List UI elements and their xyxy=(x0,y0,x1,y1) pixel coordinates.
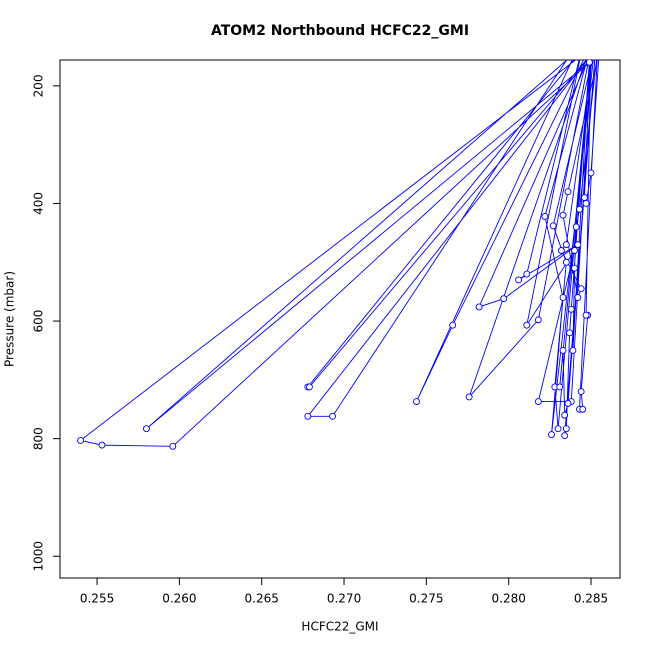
data-point xyxy=(561,411,569,419)
data-point xyxy=(77,436,85,444)
data-point xyxy=(574,294,582,301)
data-point xyxy=(564,399,572,407)
data-point xyxy=(571,247,579,254)
data-point xyxy=(559,347,567,354)
data-point xyxy=(449,321,457,329)
data-point xyxy=(579,405,587,413)
data-point xyxy=(574,241,582,249)
data-point xyxy=(571,264,579,272)
data-point xyxy=(572,223,580,231)
data-point xyxy=(577,388,585,396)
data-point xyxy=(523,270,531,278)
data-point xyxy=(582,311,590,319)
y-tick-label: 400 xyxy=(32,192,46,215)
data-point xyxy=(515,276,523,284)
data-point xyxy=(561,432,569,440)
data-point xyxy=(577,285,585,293)
x-tick-label: 0.285 xyxy=(574,592,608,606)
y-tick-label: 200 xyxy=(32,74,46,97)
x-tick-label: 0.270 xyxy=(327,592,361,606)
data-point xyxy=(548,431,555,438)
data-point xyxy=(304,412,312,420)
data-point xyxy=(169,442,177,450)
data-point xyxy=(587,169,595,177)
data-point xyxy=(475,303,483,311)
data-point xyxy=(562,425,570,433)
data-point xyxy=(557,247,565,254)
data-point xyxy=(562,258,570,266)
data-point xyxy=(585,60,593,66)
y-tick-label: 600 xyxy=(32,310,46,333)
data-point xyxy=(534,398,542,406)
data-point xyxy=(329,412,336,420)
data-point xyxy=(559,294,567,301)
data-point xyxy=(500,295,508,303)
data-point xyxy=(564,188,572,196)
plot-area xyxy=(77,60,600,450)
data-point xyxy=(554,425,562,433)
data-point xyxy=(582,200,590,207)
data-point xyxy=(559,211,567,219)
plot-frame xyxy=(59,59,621,579)
data-point xyxy=(534,316,542,324)
data-point xyxy=(569,347,577,354)
data-point xyxy=(523,321,531,329)
data-point xyxy=(556,383,564,391)
data-point xyxy=(580,194,588,202)
y-tick-label: 800 xyxy=(32,427,46,450)
data-point xyxy=(465,393,473,401)
y-tick-label: 1000 xyxy=(32,541,46,572)
data-point xyxy=(413,398,420,406)
data-point xyxy=(576,205,583,213)
x-axis-label: HCFC22_GMI xyxy=(301,620,378,634)
y-axis-label: Pressure (mbar) xyxy=(3,271,17,367)
data-point xyxy=(142,425,150,433)
x-tick-label: 0.265 xyxy=(245,592,279,606)
x-tick-label: 0.275 xyxy=(409,592,443,606)
data-point xyxy=(566,329,574,337)
x-tick-label: 0.260 xyxy=(162,592,196,606)
data-point xyxy=(549,222,557,230)
data-point xyxy=(306,383,313,391)
data-point xyxy=(98,441,106,449)
data-point xyxy=(562,241,570,249)
x-tick-label: 0.255 xyxy=(80,592,114,606)
x-tick-label: 0.280 xyxy=(492,592,526,606)
data-point xyxy=(541,212,549,220)
data-point xyxy=(567,305,575,313)
chart-title: ATOM2 Northbound HCFC22_GMI xyxy=(211,23,469,39)
